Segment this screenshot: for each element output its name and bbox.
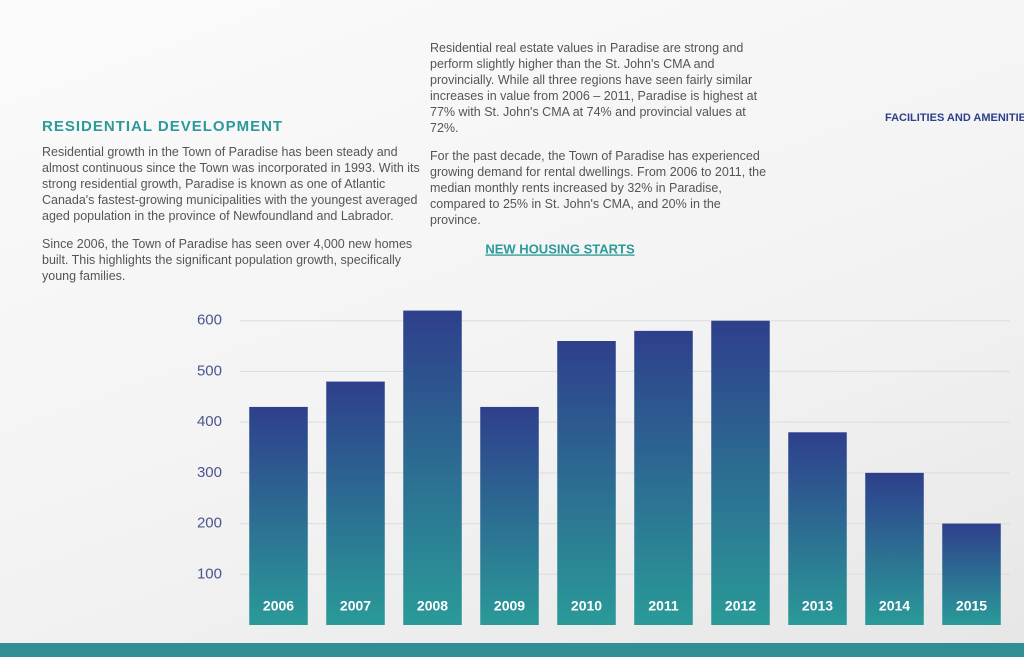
- y-tick-label: 300: [197, 464, 222, 481]
- paragraph: Since 2006, the Town of Paradise has see…: [42, 237, 413, 283]
- bar-category-label: 2007: [340, 598, 371, 614]
- bar-category-label: 2012: [725, 598, 756, 614]
- y-tick-label: 500: [197, 362, 222, 379]
- bar: [249, 406, 308, 625]
- bar-category-label: 2009: [494, 598, 525, 614]
- paragraph: Residential growth in the Town of Paradi…: [42, 145, 420, 223]
- bar-category-label: 2006: [263, 598, 294, 614]
- bar: [480, 406, 539, 625]
- left-column: Residential growth in the Town of Paradi…: [42, 144, 422, 296]
- bar-category-label: 2008: [417, 598, 448, 614]
- bar: [634, 330, 693, 625]
- bar: [326, 381, 385, 625]
- paragraph: For the past decade, the Town of Paradis…: [430, 149, 767, 227]
- section-heading: RESIDENTIAL DEVELOPMENT: [42, 118, 284, 135]
- chart-title: NEW HOUSING STARTS: [485, 241, 635, 256]
- y-tick-label: 400: [197, 413, 222, 430]
- bar-category-label: 2014: [879, 598, 910, 614]
- y-tick-label: 600: [197, 312, 222, 329]
- bar: [865, 472, 924, 625]
- bar-category-label: 2011: [648, 598, 679, 614]
- bar: [403, 310, 462, 625]
- middle-column: Residential real estate values in Paradi…: [430, 40, 770, 240]
- y-tick-label: 200: [197, 515, 222, 532]
- page-edge: [0, 643, 1024, 657]
- bar: [788, 432, 847, 625]
- right-heading: FACILITIES AND AMENITIES: [885, 112, 1024, 124]
- paragraph: Residential real estate values in Paradi…: [430, 41, 758, 135]
- bar-category-label: 2013: [802, 598, 833, 614]
- bar-category-label: 2010: [571, 598, 602, 614]
- bar-category-label: 2015: [956, 598, 987, 614]
- bar: [711, 320, 770, 625]
- y-tick-label: 100: [197, 565, 222, 582]
- bar: [942, 523, 1001, 625]
- bar: [557, 341, 616, 625]
